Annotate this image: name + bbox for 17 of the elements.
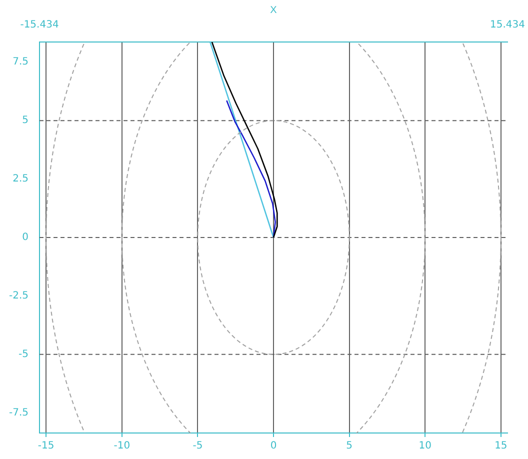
x-tick-label: 15 (494, 440, 508, 452)
x-tick-label: 0 (270, 440, 277, 452)
x2-tick-label: -15.434 (20, 20, 59, 31)
y-tick-label: 2.5 (12, 174, 29, 185)
x-tick-label: 5 (346, 440, 352, 452)
y-tick-label: -2.5 (8, 290, 29, 302)
x2-axis-title: X (270, 4, 278, 16)
x2-tick-label: 15.434 (490, 20, 526, 31)
x-tick-label: -5 (192, 440, 203, 452)
x-tick-label: -10 (114, 440, 130, 452)
x-tick-label: 10 (418, 440, 432, 452)
y-tick-label: 7.5 (12, 56, 29, 68)
x-tick-label: -15 (38, 440, 54, 452)
y-tick-label: -5 (18, 349, 29, 360)
y-tick-label: -7.5 (8, 407, 29, 418)
y-tick-label: 0 (22, 232, 29, 244)
y-tick-label: 5 (22, 115, 29, 126)
